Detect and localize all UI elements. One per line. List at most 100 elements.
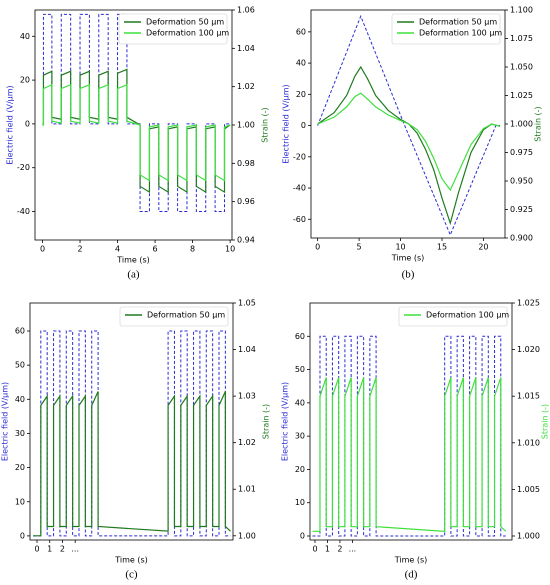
y-tick-label: 20 xyxy=(296,90,306,99)
x-tick-label: 0 xyxy=(40,245,45,254)
legend-label: Deformation 100 µm xyxy=(419,29,502,38)
x-tick-label: 0 xyxy=(315,243,320,252)
legend-box xyxy=(398,306,508,327)
y2-tick-label: 0.94 xyxy=(237,236,255,245)
y-tick-label: 10 xyxy=(15,497,25,506)
y-tick-label: 60 xyxy=(295,332,305,341)
x-axis-label: Time (s) xyxy=(114,556,148,565)
legend-label: Deformation 100 µm xyxy=(146,29,229,38)
legend-box xyxy=(119,306,229,327)
field-line xyxy=(42,13,231,213)
x-tick-label: ... xyxy=(71,545,79,554)
y-tick-label: 0 xyxy=(301,121,306,130)
x-tick-label: 2 xyxy=(337,545,342,554)
y2-tick-label: 1.00 xyxy=(237,121,255,130)
y-tick-label: 40 xyxy=(296,59,306,68)
y2-tick-label: 1.050 xyxy=(510,63,533,72)
y2-tick-label: 0.98 xyxy=(237,159,255,168)
y2-tick-label: 1.02 xyxy=(238,438,256,447)
y-axis-label: Electric field (V/µm) xyxy=(281,382,290,461)
y-tick-label: -60 xyxy=(293,215,306,224)
legend-label: Deformation 50 µm xyxy=(419,18,497,27)
y2-tick-label: 1.010 xyxy=(517,438,540,447)
y2-tick-label: 1.025 xyxy=(517,299,540,308)
field-line xyxy=(317,14,501,237)
y2-tick-label: 1.04 xyxy=(238,345,256,354)
y-tick-label: 40 xyxy=(15,395,25,404)
x-tick-label: 4 xyxy=(115,245,120,254)
strain-line xyxy=(42,68,231,194)
y2-tick-label: 1.06 xyxy=(237,6,255,15)
x-tick-label: 1 xyxy=(325,545,330,554)
y2-tick-label: 1.01 xyxy=(238,485,256,494)
y-tick-label: 60 xyxy=(296,27,306,36)
y2-axis-label: Strain (-) xyxy=(261,107,270,142)
x-tick-label: 2 xyxy=(77,245,82,254)
plot-frame xyxy=(29,302,234,541)
y2-axis-label: Strain (-) xyxy=(262,404,271,439)
strain-line xyxy=(317,65,501,226)
y-tick-label: -40 xyxy=(17,207,30,216)
x-tick-label: 8 xyxy=(190,245,195,254)
y2-tick-label: 1.05 xyxy=(238,299,256,308)
strain-line xyxy=(33,391,231,537)
y-tick-label: 0 xyxy=(300,532,305,541)
caption: (c) xyxy=(125,569,138,581)
y2-tick-label: 1.03 xyxy=(238,392,256,401)
legend-label: Deformation 100 µm xyxy=(426,311,509,320)
strain-line xyxy=(312,377,507,532)
y-tick-label: -20 xyxy=(17,163,30,172)
x-tick-label: 10 xyxy=(225,245,235,254)
x-axis-label: Time (s) xyxy=(391,254,425,263)
y2-tick-label: 1.00 xyxy=(238,531,256,540)
y-tick-label: -20 xyxy=(293,152,306,161)
plot-frame xyxy=(309,302,513,541)
y-tick-label: 30 xyxy=(15,429,25,438)
y-tick-label: 20 xyxy=(295,465,305,474)
x-tick-label: 0 xyxy=(34,545,39,554)
field-line xyxy=(312,335,506,537)
y-tick-label: 50 xyxy=(295,365,305,374)
y-tick-label: 0 xyxy=(25,119,30,128)
x-tick-label: 0 xyxy=(312,545,317,554)
subplot: 0 1 2 ...01020304050601.001.011.021.031.041… xyxy=(1,299,271,581)
y-axis-label: Electric field (V/µm) xyxy=(282,84,291,163)
subplot: 0 1 2 ...01020304050601.0001.0051.0101.0151… xyxy=(281,299,550,581)
y2-tick-label: 0.950 xyxy=(510,177,533,186)
legend-label: Deformation 50 µm xyxy=(146,18,224,27)
y-axis-label: Electric field (V/µm) xyxy=(1,382,10,461)
y2-tick-label: 1.025 xyxy=(510,91,533,100)
plot-frame xyxy=(34,9,233,241)
y2-tick-label: 1.075 xyxy=(510,34,533,43)
caption: (b) xyxy=(402,269,415,281)
x-axis-label: Time (s) xyxy=(394,556,428,565)
x-axis-label: Time (s) xyxy=(116,256,150,265)
x-tick-label: 1 xyxy=(47,545,52,554)
y2-tick-label: 0.925 xyxy=(510,205,533,214)
caption: (a) xyxy=(127,269,140,281)
x-tick-label: ... xyxy=(349,545,357,554)
y-tick-label: 40 xyxy=(295,398,305,407)
y2-tick-label: 0.975 xyxy=(510,148,533,157)
y-axis-label: Electric field (V/µm) xyxy=(6,85,15,164)
y-tick-label: 60 xyxy=(15,327,25,336)
y-tick-label: 50 xyxy=(15,361,25,370)
y2-tick-label: 1.04 xyxy=(237,44,255,53)
strain-line xyxy=(42,83,231,182)
strain-line xyxy=(317,92,501,192)
legend-box xyxy=(118,13,228,45)
y2-axis-label: Strain (-) xyxy=(541,404,550,439)
y2-tick-label: 1.000 xyxy=(510,120,533,129)
y2-tick-label: 0.96 xyxy=(237,197,255,206)
y-tick-label: 20 xyxy=(20,76,30,85)
y-tick-label: 40 xyxy=(20,32,30,41)
x-tick-label: 15 xyxy=(437,243,447,252)
y-tick-label: 30 xyxy=(295,432,305,441)
y-tick-label: 10 xyxy=(295,498,305,507)
y-tick-label: 20 xyxy=(15,463,25,472)
y2-axis-label: Strain (-) xyxy=(534,106,543,141)
subplot: 0 2 4 6 8 10 -40 -20 0 20 40 0.94 0.96 0.98 1.00 1.02 1.… xyxy=(6,6,270,281)
y2-tick-label: 1.100 xyxy=(510,6,533,15)
caption: (d) xyxy=(405,569,418,581)
